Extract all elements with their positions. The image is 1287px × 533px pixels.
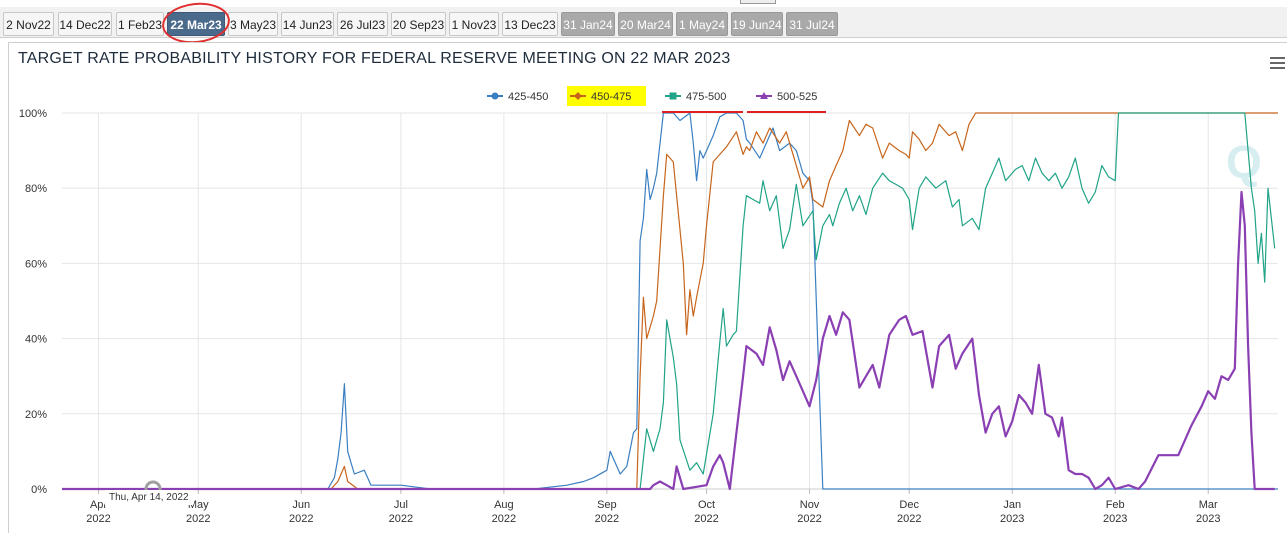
- x-tick-year-label: 2022: [186, 513, 210, 525]
- x-tick-year-label: 2022: [86, 513, 110, 525]
- y-tick-label: 40%: [25, 334, 47, 346]
- x-tick-month-label: Sep: [597, 499, 617, 511]
- x-tick-year-label: 2022: [492, 513, 516, 525]
- chart-title: TARGET RATE PROBABILITY HISTORY FOR FEDE…: [18, 50, 731, 67]
- chart-panel: [8, 42, 1287, 533]
- y-tick-label: 80%: [25, 183, 47, 195]
- x-tick-month-label: Jun: [292, 499, 310, 511]
- menu-icon[interactable]: [1270, 57, 1285, 71]
- legend-label-475-500[interactable]: 475-500: [686, 91, 726, 103]
- x-tick-month-label: Aug: [494, 499, 514, 511]
- series-line-425-450: [62, 112, 1278, 490]
- series-line-475-500: [62, 112, 1276, 490]
- x-tick-month-label: Apr: [90, 499, 107, 511]
- tab-14-jun23[interactable]: 14 Jun23: [281, 12, 334, 36]
- legend-highlight: [567, 86, 646, 106]
- tab-14-dec22[interactable]: 14 Dec22: [58, 12, 112, 36]
- legend-marker-square[interactable]: [669, 92, 677, 100]
- series-line-450-475: [62, 112, 1278, 490]
- x-tick-year-label: 2022: [797, 513, 821, 525]
- x-tick-month-label: Jan: [1003, 499, 1021, 511]
- tab-3-may23[interactable]: 3 May23: [228, 12, 278, 36]
- series-line-500-525: [62, 190, 1275, 491]
- tab-31-jul24[interactable]: 31 Jul24: [786, 12, 838, 36]
- y-tick-label: 20%: [25, 409, 47, 421]
- legend-marker-circle[interactable]: [491, 92, 499, 100]
- legend-label-450-475[interactable]: 450-475: [591, 91, 631, 103]
- x-tick-month-label: Oct: [698, 499, 715, 511]
- legend-label-500-525[interactable]: 500-525: [777, 91, 817, 103]
- tab-20-mar24[interactable]: 20 Mar24: [618, 12, 673, 36]
- tab-1-feb23[interactable]: 1 Feb23: [116, 12, 164, 36]
- tab-20-sep23[interactable]: 20 Sep23: [391, 12, 446, 36]
- x-tick-month-label: Jul: [394, 499, 408, 511]
- x-tick-year-label: 2023: [1103, 513, 1127, 525]
- tab-31-jan24[interactable]: 31 Jan24: [561, 12, 615, 36]
- x-tick-year-label: 2022: [289, 513, 313, 525]
- y-tick-label: 60%: [25, 258, 47, 270]
- x-tick-year-label: 2022: [694, 513, 718, 525]
- window-drag-handle[interactable]: [740, 0, 776, 4]
- x-tick-year-label: 2022: [389, 513, 413, 525]
- legend-marker-diamond[interactable]: [574, 92, 582, 100]
- tab-2-nov22[interactable]: 2 Nov22: [3, 12, 54, 36]
- y-tick-label: 0%: [31, 484, 47, 496]
- legend-label-425-450[interactable]: 425-450: [508, 91, 548, 103]
- x-tick-year-label: 2023: [1196, 513, 1220, 525]
- watermark-logo: Q: [1226, 136, 1262, 188]
- tab-22-mar23[interactable]: 22 Mar23: [167, 12, 225, 36]
- tab-19-jun24[interactable]: 19 Jun24: [731, 12, 783, 36]
- x-tick-month-label: Dec: [899, 499, 919, 511]
- x-tick-month-label: Mar: [1199, 499, 1218, 511]
- x-tick-year-label: 2022: [595, 513, 619, 525]
- x-tick-year-label: 2022: [897, 513, 921, 525]
- tab-26-jul23[interactable]: 26 Jul23: [337, 12, 388, 36]
- y-tick-label: 100%: [19, 108, 47, 120]
- tab-1-may24[interactable]: 1 May24: [676, 12, 728, 36]
- legend-marker-triangle[interactable]: [760, 92, 768, 99]
- tooltip: Thu, Apr 14, 2022: [104, 490, 194, 505]
- x-tick-month-label: Nov: [800, 499, 820, 511]
- x-tick-year-label: 2023: [1000, 513, 1024, 525]
- tab-1-nov23[interactable]: 1 Nov23: [449, 12, 499, 36]
- tab-13-dec23[interactable]: 13 Dec23: [502, 12, 558, 36]
- x-tick-month-label: Feb: [1106, 499, 1125, 511]
